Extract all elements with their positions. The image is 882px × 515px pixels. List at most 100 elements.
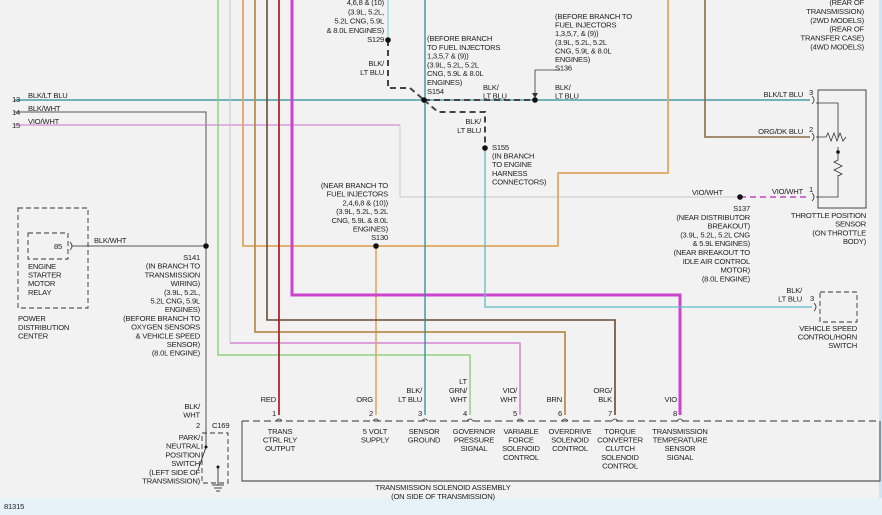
splice-s130-label: (3.9L, 5.2L, 5.2L <box>336 207 388 216</box>
solenoid-assembly-name: TRANSMISSION SOLENOID ASSEMBLY <box>375 483 510 492</box>
wire-lt-blu-vss <box>484 148 812 308</box>
wire-label: BLK/ <box>368 59 385 68</box>
splice-s141-label: & VEHICLE SPEED <box>135 331 200 340</box>
vehicle-speed-control-switch-box <box>819 291 858 323</box>
solenoid-pin-function: GROUND <box>408 436 441 445</box>
splice-s129-label: & 8.0L ENGINES) <box>327 26 385 35</box>
splice-s129-label: 5.2L CNG, 5.9L <box>334 17 384 26</box>
wire-color-label: VIO/WHT <box>28 117 60 126</box>
splice-s155 <box>482 145 488 151</box>
solenoid-pin-wire-label: VIO/ <box>503 386 518 395</box>
wire-brn <box>254 0 566 415</box>
wire-vio-wht-pin5 <box>230 342 521 415</box>
solenoid-pin-function: SOLENOID <box>601 453 639 462</box>
top-right-note: (REAR OF <box>829 25 864 34</box>
splice-s137-label: (8.0L ENGINE) <box>702 274 751 283</box>
splice-s154-label: (BEFORE BRANCH <box>427 34 492 43</box>
wire-label: BLK/ <box>555 83 572 92</box>
solenoid-pin-function: TRANS <box>268 427 293 436</box>
pin-terminal-icon <box>561 418 569 422</box>
tps-name: BODY) <box>843 237 867 246</box>
pnp-switch-name: (LEFT SIDE OF <box>149 468 200 477</box>
splice-s141-label: OXYGEN SENSORS <box>131 323 200 332</box>
wire-14-blk-wht <box>14 111 207 428</box>
tps-name: THROTTLE POSITION <box>791 211 866 220</box>
tps-pin-wire: VIO/WHT <box>772 187 804 196</box>
top-right-note: (REAR OF <box>829 0 864 7</box>
solenoid-pin-function: SENSOR <box>665 444 697 453</box>
solenoid-pin-number: 7 <box>608 409 612 418</box>
wire-lt-grn-wht <box>217 0 471 415</box>
splice-s130-label: ENGINES) <box>353 225 389 234</box>
solenoid-pin-wire-label: WHT <box>450 395 467 404</box>
pin-terminal-icon <box>611 418 619 422</box>
splice-s136-label: (3.9L, 5.2L, 5.2L <box>555 38 607 47</box>
potentiometer-icon <box>816 131 847 143</box>
solenoid-pin-function: CONTROL <box>602 461 638 470</box>
wire-color-label: BLK/LT BLU <box>28 91 68 100</box>
wire-label: LT BLU <box>360 68 384 77</box>
tps-pin-wire: ORG/DK BLU <box>758 127 803 136</box>
wire-org-dk-blu <box>704 0 810 138</box>
solenoid-pin-function: PRESSURE <box>454 436 494 445</box>
connector-terminal-icon <box>811 95 815 105</box>
solenoid-assembly-name: (ON SIDE OF TRANSMISSION) <box>391 492 495 501</box>
solenoid-pin-number: 6 <box>558 409 562 418</box>
wire-org-blk <box>266 0 616 415</box>
pin-terminal-icon <box>676 418 684 422</box>
solenoid-pin-number: 1 <box>272 409 276 418</box>
solenoid-pin-wire-label: VIO <box>665 395 678 404</box>
solenoid-pin-number: 3 <box>418 409 422 418</box>
splice-s137-label: MOTOR) <box>721 266 751 275</box>
splice-s141-label: SENSOR) <box>167 340 201 349</box>
wire-label: LT BLU <box>555 92 579 101</box>
pin-terminal-icon <box>466 418 474 422</box>
vss-wire-label: LT BLU <box>778 295 802 304</box>
solenoid-pin-function: 5 VOLT <box>363 427 388 436</box>
splice-s136 <box>532 97 538 103</box>
solenoid-pin-wire-label: BRN <box>547 395 562 404</box>
splice-s137-label: & 5.9L ENGINES) <box>693 239 751 248</box>
splice-s141-label: (BEFORE BRANCH TO <box>123 314 200 323</box>
solenoid-pin-function: SOLENOID <box>502 444 540 453</box>
solenoid-pin-function: CONTROL <box>552 444 588 453</box>
splice-s141-label: S141 <box>183 253 200 262</box>
solenoid-pin-function: OUTPUT <box>265 444 296 453</box>
splice-s136-label: ENGINES) <box>555 55 591 64</box>
splice-s141-label: WIRING) <box>171 279 201 288</box>
solenoid-pin-wire-label: ORG <box>356 395 373 404</box>
splice-s137-label: S137 <box>733 204 750 213</box>
solenoid-pin-function: OVERDRIVE <box>549 427 592 436</box>
splice-s136-label: 1,3,5,7, & (9)) <box>555 29 599 38</box>
splice-s137-label: BREAKOUT) <box>707 222 750 231</box>
relay-name: RELAY <box>28 288 51 297</box>
splice-s141-label: 5.2L CNG, 5.9L <box>150 297 200 306</box>
top-right-note: (2WD MODELS) <box>810 16 864 25</box>
splice-s136-label: S136 <box>555 64 572 73</box>
solenoid-pin-wire-label: LT <box>459 377 467 386</box>
vss-wire-label: BLK/ <box>786 286 803 295</box>
pin-terminal-icon <box>275 418 283 422</box>
solenoid-pin-number: 8 <box>673 409 677 418</box>
top-right-note: (4WD MODELS) <box>810 43 864 52</box>
tps-pin-number: 1 <box>809 185 813 194</box>
splice-s154-label: 1,3,5,7 & (9)) <box>427 52 469 61</box>
wire-vio <box>290 0 682 415</box>
pnp-switch-name: POSITION <box>165 450 200 459</box>
pin-terminal-icon <box>516 418 524 422</box>
vss-name: CONTROL/HORN <box>798 333 857 342</box>
relay-pin-number: 85 <box>54 242 62 251</box>
solenoid-pin-function: CONVERTER <box>597 436 643 445</box>
splice-s130-label: FUEL INJECTORS <box>327 190 388 199</box>
relay-name: MOTOR <box>28 279 56 288</box>
pnp-switch-name: TRANSMISSION) <box>142 477 200 486</box>
switch-pivot <box>204 445 208 449</box>
tps-name: SENSOR <box>835 220 867 229</box>
splice-s141-label: (8.0L ENGINE) <box>152 349 201 358</box>
solenoid-pin-wire-label: LT BLU <box>398 395 422 404</box>
splice-s141-label: (IN BRANCH TO <box>146 262 200 271</box>
solenoid-pin-function: GOVERNOR <box>453 427 496 436</box>
tps-pin-wire: BLK/LT BLU <box>763 90 803 99</box>
splice-s137-label: (NEAR BREAKOUT TO <box>674 248 751 257</box>
solenoid-pin-function: TEMPERATURE <box>653 436 708 445</box>
